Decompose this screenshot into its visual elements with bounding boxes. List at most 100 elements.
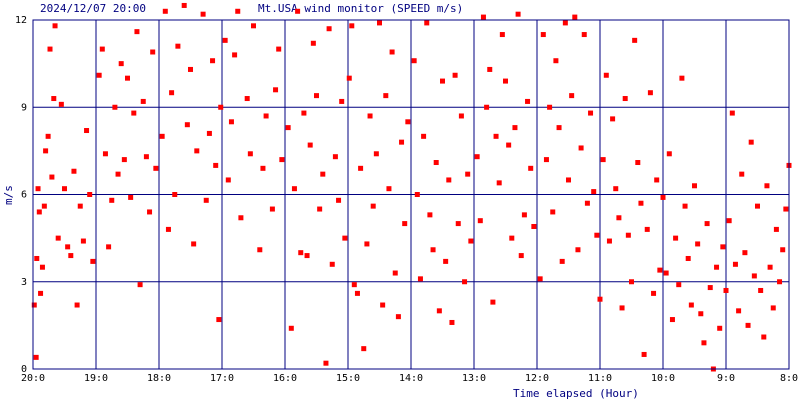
point bbox=[622, 96, 628, 102]
point bbox=[288, 325, 294, 331]
point bbox=[632, 37, 638, 43]
point bbox=[427, 212, 433, 218]
point bbox=[210, 58, 216, 64]
point bbox=[436, 308, 442, 314]
x-tick-label: 14:0 bbox=[399, 373, 423, 384]
point bbox=[503, 78, 508, 84]
point bbox=[257, 247, 263, 253]
point bbox=[326, 26, 332, 32]
point bbox=[112, 104, 118, 110]
point bbox=[679, 75, 685, 81]
point bbox=[635, 160, 641, 166]
point bbox=[477, 218, 483, 224]
point bbox=[395, 314, 401, 320]
point bbox=[51, 96, 57, 102]
point bbox=[380, 302, 386, 308]
point bbox=[314, 93, 319, 99]
point bbox=[597, 296, 603, 302]
point bbox=[676, 282, 682, 288]
x-tick-label: 16:0 bbox=[273, 373, 297, 384]
point bbox=[291, 186, 297, 192]
point bbox=[657, 267, 663, 273]
point bbox=[518, 253, 524, 259]
point bbox=[273, 87, 279, 93]
point bbox=[525, 98, 531, 104]
plot-frame bbox=[32, 19, 790, 370]
point bbox=[619, 305, 625, 311]
point bbox=[232, 52, 238, 58]
point bbox=[654, 177, 660, 183]
point bbox=[298, 250, 304, 256]
point bbox=[361, 346, 367, 352]
point bbox=[584, 200, 590, 206]
point bbox=[761, 334, 767, 340]
point bbox=[90, 258, 96, 264]
point bbox=[317, 206, 323, 212]
y-tick-label: 3 bbox=[21, 277, 27, 288]
point bbox=[269, 206, 275, 212]
x-tick-label: 11:0 bbox=[588, 373, 612, 384]
x-tick-label: 17:0 bbox=[210, 373, 234, 384]
y-tick-label: 0 bbox=[21, 364, 27, 375]
point bbox=[493, 133, 499, 139]
x-tick-label: 13:0 bbox=[462, 373, 486, 384]
point bbox=[109, 197, 115, 203]
point bbox=[184, 122, 190, 128]
point bbox=[717, 325, 723, 331]
point bbox=[304, 253, 310, 259]
point bbox=[244, 96, 250, 102]
point bbox=[235, 8, 241, 14]
point bbox=[36, 209, 42, 215]
point bbox=[569, 93, 575, 99]
point bbox=[115, 171, 121, 177]
x-tick-label: 9:0 bbox=[717, 373, 735, 384]
point bbox=[714, 264, 720, 270]
point bbox=[320, 171, 326, 177]
point bbox=[487, 66, 493, 72]
point bbox=[739, 171, 745, 177]
x-tick-label: 10:0 bbox=[651, 373, 675, 384]
point bbox=[742, 250, 748, 256]
point bbox=[150, 49, 156, 55]
point bbox=[641, 351, 647, 357]
point bbox=[279, 157, 285, 163]
point bbox=[181, 2, 187, 8]
point bbox=[537, 276, 543, 282]
point bbox=[125, 75, 130, 81]
point bbox=[783, 206, 789, 212]
y-axis-label: m/s bbox=[2, 185, 15, 205]
point bbox=[591, 189, 597, 195]
point bbox=[402, 221, 408, 227]
point bbox=[45, 133, 51, 139]
point bbox=[39, 264, 45, 270]
point bbox=[616, 215, 622, 221]
point bbox=[484, 104, 490, 110]
x-tick-label: 18:0 bbox=[147, 373, 171, 384]
point bbox=[417, 276, 423, 282]
point bbox=[276, 46, 282, 52]
point bbox=[663, 270, 669, 276]
point bbox=[143, 154, 149, 160]
point bbox=[553, 58, 559, 64]
x-tick-label: 8:0 bbox=[780, 373, 798, 384]
point bbox=[421, 133, 427, 139]
point bbox=[34, 255, 40, 261]
chart-title: Mt.USA wind monitor (SPEED m/s) bbox=[258, 2, 463, 15]
point bbox=[704, 221, 710, 227]
point bbox=[58, 101, 64, 107]
point bbox=[575, 247, 581, 253]
point bbox=[383, 93, 389, 99]
point bbox=[729, 110, 735, 116]
point bbox=[47, 46, 53, 52]
point bbox=[137, 282, 143, 288]
point bbox=[660, 194, 666, 200]
point bbox=[33, 354, 39, 360]
point bbox=[430, 247, 436, 253]
point bbox=[159, 133, 165, 139]
point bbox=[188, 66, 193, 72]
point bbox=[172, 192, 178, 197]
point bbox=[540, 32, 546, 38]
point bbox=[349, 23, 355, 29]
point bbox=[35, 186, 41, 192]
point bbox=[49, 174, 55, 180]
